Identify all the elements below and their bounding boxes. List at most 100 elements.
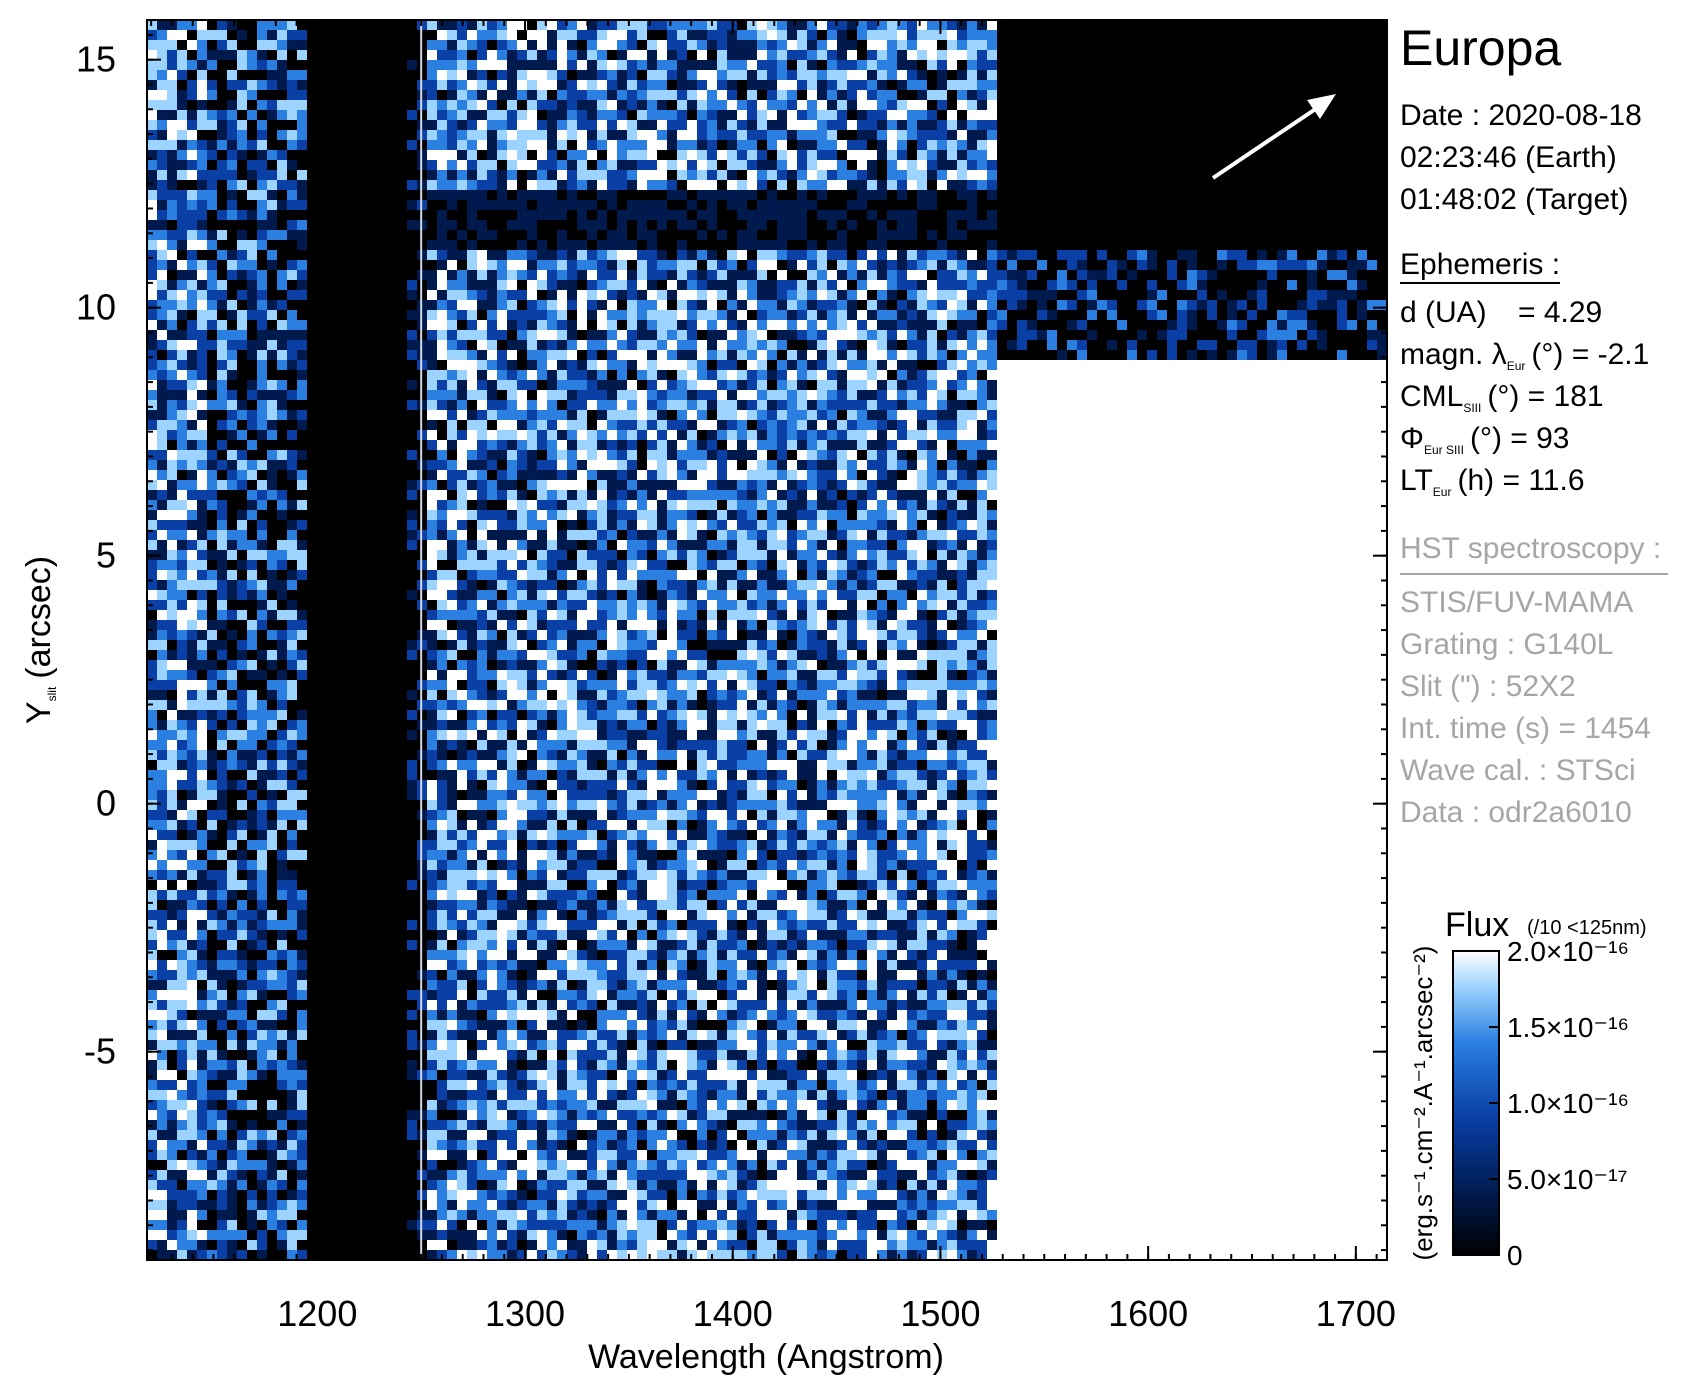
heatmap-cell (467, 320, 477, 330)
heatmap-cell (177, 170, 187, 180)
heatmap-cell (297, 370, 307, 380)
heatmap-cell (197, 810, 207, 820)
heatmap-cell (207, 250, 217, 260)
heatmap-cell (437, 1220, 447, 1230)
heatmap-cell (187, 190, 197, 200)
heatmap-cell (257, 380, 267, 390)
heatmap-cell (537, 120, 547, 130)
heatmap-cell (277, 970, 287, 980)
heatmap-cell (337, 540, 347, 550)
heatmap-cell (237, 850, 247, 860)
heatmap-cell (357, 900, 367, 910)
heatmap-cell (237, 860, 247, 870)
heatmap-cell (397, 520, 407, 530)
heatmap-cell (257, 700, 267, 710)
heatmap-cell (277, 420, 287, 430)
heatmap-cell (397, 910, 407, 920)
heatmap-cell (337, 910, 347, 920)
heatmap-cell (407, 1030, 417, 1040)
heatmap-cell (497, 1120, 507, 1130)
heatmap-cell (487, 950, 497, 960)
heatmap-cell (187, 910, 197, 920)
heatmap-cell (297, 530, 307, 540)
heatmap-cell (387, 1130, 397, 1140)
heatmap-cell (357, 360, 367, 370)
heatmap-cell (447, 440, 457, 450)
heatmap-cell (397, 370, 407, 380)
heatmap-cell (157, 1230, 167, 1240)
heatmap-cell (427, 1190, 437, 1200)
heatmap-cell (297, 1140, 307, 1150)
heatmap-cell (207, 1010, 217, 1020)
heatmap-cell (257, 410, 267, 420)
heatmap-cell (207, 230, 217, 240)
heatmap-cell (297, 770, 307, 780)
heatmap-cell (277, 730, 287, 740)
heatmap-cell (317, 400, 327, 410)
heatmap-cell (537, 970, 547, 980)
heatmap-cell (507, 1040, 517, 1050)
heatmap-cell (397, 1000, 407, 1010)
heatmap-cell (217, 620, 227, 630)
heatmap-cell (447, 430, 457, 440)
heatmap-cell (337, 110, 347, 120)
heatmap-cell (407, 440, 417, 450)
heatmap-cell (347, 500, 357, 510)
heatmap-cell (327, 880, 337, 890)
heatmap-cell (207, 560, 217, 570)
heatmap-cell (297, 220, 307, 230)
heatmap-cell (377, 840, 387, 850)
heatmap-cell (267, 280, 277, 290)
heatmap-cell (317, 100, 327, 110)
heatmap-cell (207, 550, 217, 560)
heatmap-cell (307, 520, 317, 530)
heatmap-cell (477, 1240, 487, 1250)
heatmap-cell (527, 40, 537, 50)
heatmap-cell (317, 380, 327, 390)
heatmap-cell (397, 20, 407, 30)
heatmap-cell (257, 480, 267, 490)
heatmap-cell (177, 20, 187, 30)
heatmap-cell (427, 950, 437, 960)
heatmap-cell (397, 1060, 407, 1070)
heatmap-cell (267, 780, 277, 790)
heatmap-cell (287, 300, 297, 310)
heatmap-cell (367, 30, 377, 40)
heatmap-cell (377, 960, 387, 970)
heatmap-cell (177, 630, 187, 640)
heatmap-cell (397, 690, 407, 700)
heatmap-cell (487, 900, 497, 910)
heatmap-cell (197, 160, 207, 170)
heatmap-cell (257, 760, 267, 770)
heatmap-cell (297, 1210, 307, 1220)
heatmap-cell (337, 720, 347, 730)
heatmap-cell (337, 590, 347, 600)
heatmap-cell (477, 460, 487, 470)
heatmap-cell (367, 750, 377, 760)
heatmap-cell (307, 880, 317, 890)
heatmap-cell (187, 30, 197, 40)
heatmap-cell (407, 610, 417, 620)
heatmap-cell (457, 1240, 467, 1250)
heatmap-cell (177, 1240, 187, 1250)
heatmap-cell (247, 1170, 257, 1180)
heatmap-cell (347, 700, 357, 710)
heatmap-cell (257, 1010, 267, 1020)
heatmap-cell (267, 990, 277, 1000)
heatmap-cell (477, 180, 487, 190)
heatmap-cell (427, 540, 437, 550)
heatmap-cell (437, 100, 447, 110)
heatmap-cell (367, 100, 377, 110)
heatmap-cell (357, 530, 367, 540)
heatmap-cell (317, 720, 327, 730)
heatmap-cell (287, 1010, 297, 1020)
heatmap-cell (237, 400, 247, 410)
heatmap-cell (197, 520, 207, 530)
heatmap-cell (297, 180, 307, 190)
heatmap-cell (257, 220, 267, 230)
heatmap-cell (327, 820, 337, 830)
heatmap-cell (507, 760, 517, 770)
heatmap-cell (427, 100, 437, 110)
heatmap-cell (447, 70, 457, 80)
heatmap-cell (237, 690, 247, 700)
